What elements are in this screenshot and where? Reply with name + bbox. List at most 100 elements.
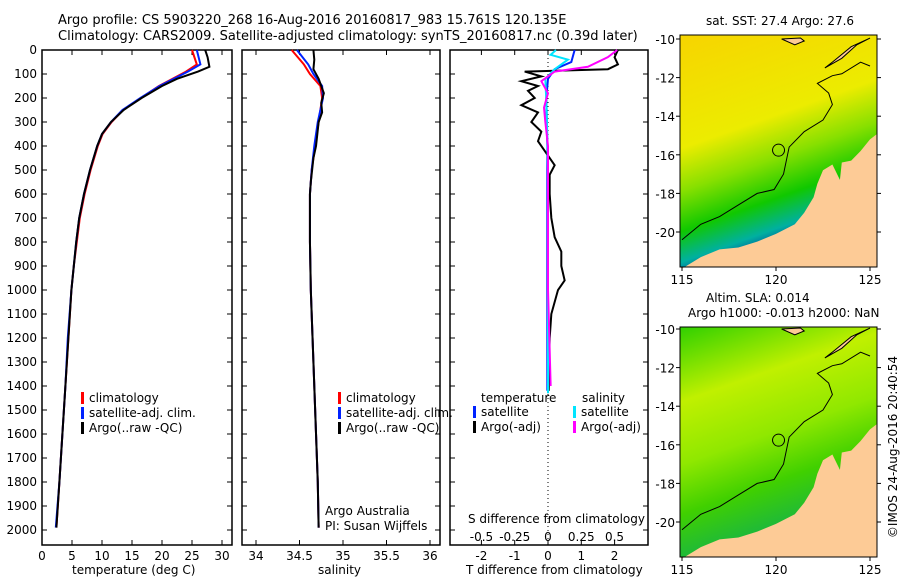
t-diff-tick-label: 2 — [611, 549, 619, 563]
s-diff-tick-label: 0.5 — [605, 530, 624, 544]
sla-map-float-marker — [772, 433, 786, 447]
title-line-2: Climatology: CARS2009. Satellite-adjuste… — [58, 29, 638, 44]
depth-tick-label: 300 — [14, 115, 37, 129]
t-diff-xlabel: T difference from climatology — [466, 563, 643, 577]
temperature-tick-label: 0 — [38, 549, 46, 563]
salinity-tick-label: 34.5 — [286, 549, 313, 563]
salinity-tick-label: 35.5 — [373, 549, 400, 563]
temp-legend-label: Argo(..raw -QC) — [89, 421, 182, 435]
argo-australia-label: Argo Australia — [325, 504, 410, 518]
lat-tick-label: -16 — [655, 439, 675, 453]
salinity-tick-label: 36 — [422, 549, 437, 563]
diff-legend-salinity-title: salinity — [582, 391, 625, 405]
sla-map-island — [781, 327, 806, 336]
lon-tick-label: 115 — [671, 563, 694, 577]
sst-map — [676, 34, 881, 271]
s-diff-tick-label: 0.25 — [568, 530, 595, 544]
sst-map-isobath — [681, 61, 871, 241]
depth-tick-label: 1200 — [6, 331, 37, 345]
lat-tick-label: -10 — [655, 323, 675, 337]
series-s-argo-adj- — [540, 49, 618, 387]
depth-tick-label: 100 — [14, 67, 37, 81]
panel-frame-2 — [241, 49, 441, 546]
panel-frame-3 — [449, 49, 649, 546]
sal-legend-label: climatology — [346, 391, 416, 405]
lat-tick-label: -14 — [655, 110, 675, 124]
diff-legend-t-label: Argo(-adj) — [481, 420, 541, 434]
series-t-argo-adj- — [517, 49, 620, 391]
lon-tick-label: 120 — [765, 273, 788, 287]
sst-map-island — [781, 37, 806, 46]
salinity-tick-label: 34 — [248, 549, 263, 563]
sla-map-island — [824, 327, 871, 359]
diff-legend-s-label: satellite — [581, 405, 629, 419]
temp-legend-swatch — [81, 422, 84, 434]
lon-tick-label: 125 — [859, 563, 882, 577]
pi-label: PI: Susan Wijffels — [325, 519, 428, 533]
depth-tick-label: 500 — [14, 163, 37, 177]
lat-tick-label: -18 — [655, 477, 675, 491]
lat-tick-label: -16 — [655, 149, 675, 163]
credit: ©IMOS 24-Aug-2016 20:40:54 — [886, 355, 900, 539]
depth-tick-label: 1900 — [6, 499, 37, 513]
sal-legend-swatch — [338, 407, 341, 419]
sla-map — [676, 326, 881, 561]
temp-legend-label: satellite-adj. clim. — [89, 406, 196, 420]
depth-tick-label: 400 — [14, 139, 37, 153]
lon-tick-label: 120 — [765, 563, 788, 577]
sla-map-land — [680, 423, 878, 559]
s-diff-xlabel: S difference from climatology — [468, 512, 645, 526]
diff-legend-s-swatch — [573, 421, 576, 433]
s-diff-tick-label: -0.25 — [499, 530, 530, 544]
lon-tick-label: 125 — [859, 273, 882, 287]
depth-tick-label: 1000 — [6, 283, 37, 297]
temp-legend-label: climatology — [89, 391, 159, 405]
sla-map-title-2: Argo h1000: -0.013 h2000: NaN — [688, 306, 880, 320]
diff-legend-t-label: satellite — [481, 405, 529, 419]
depth-tick-label: 200 — [14, 91, 37, 105]
t-diff-tick-label: 0 — [544, 549, 552, 563]
diff-legend-t-swatch — [473, 421, 476, 433]
lat-tick-label: -14 — [655, 400, 675, 414]
s-diff-tick-label: -0.5 — [470, 530, 493, 544]
depth-tick-label: 1800 — [6, 475, 37, 489]
depth-tick-label: 0 — [29, 43, 37, 57]
salinity-xlabel: salinity — [318, 563, 362, 577]
series-argo — [55, 49, 211, 528]
title-line-1: Argo profile: CS 5903220_268 16-Aug-2016… — [58, 13, 567, 28]
depth-tick-label: 1300 — [6, 355, 37, 369]
depth-tick-label: 900 — [14, 259, 37, 273]
depth-tick-label: 1400 — [6, 379, 37, 393]
sal-legend-swatch — [338, 422, 341, 434]
diff-legend-s-swatch — [573, 406, 576, 418]
depth-tick-label: 1700 — [6, 451, 37, 465]
t-diff-tick-label: -2 — [475, 549, 487, 563]
t-diff-tick-label: -1 — [509, 549, 521, 563]
temp-legend-swatch — [81, 407, 84, 419]
series-climatology — [55, 49, 198, 528]
lat-tick-label: -20 — [655, 226, 675, 240]
temperature-tick-label: 10 — [94, 549, 109, 563]
temperature-tick-label: 5 — [68, 549, 76, 563]
lon-tick-label: 115 — [671, 273, 694, 287]
depth-tick-label: 1100 — [6, 307, 37, 321]
lat-tick-label: -18 — [655, 187, 675, 201]
temperature-tick-label: 30 — [214, 549, 229, 563]
temperature-tick-label: 20 — [154, 549, 169, 563]
temperature-tick-label: 25 — [184, 549, 199, 563]
temperature-tick-label: 15 — [124, 549, 139, 563]
sst-map-frame — [679, 34, 878, 268]
sal-legend-swatch — [338, 392, 341, 404]
sal-legend-label: Argo(..raw -QC) — [346, 421, 439, 435]
series-argo — [308, 49, 325, 528]
depth-tick-label: 1500 — [6, 403, 37, 417]
depth-tick-label: 700 — [14, 211, 37, 225]
depth-tick-label: 2000 — [6, 523, 37, 537]
sla-map-title-1: Altim. SLA: 0.014 — [706, 291, 810, 305]
salinity-tick-label: 35 — [335, 549, 350, 563]
sla-map-frame — [679, 326, 878, 558]
lat-tick-label: -20 — [655, 516, 675, 530]
sst-map-island — [824, 37, 871, 69]
